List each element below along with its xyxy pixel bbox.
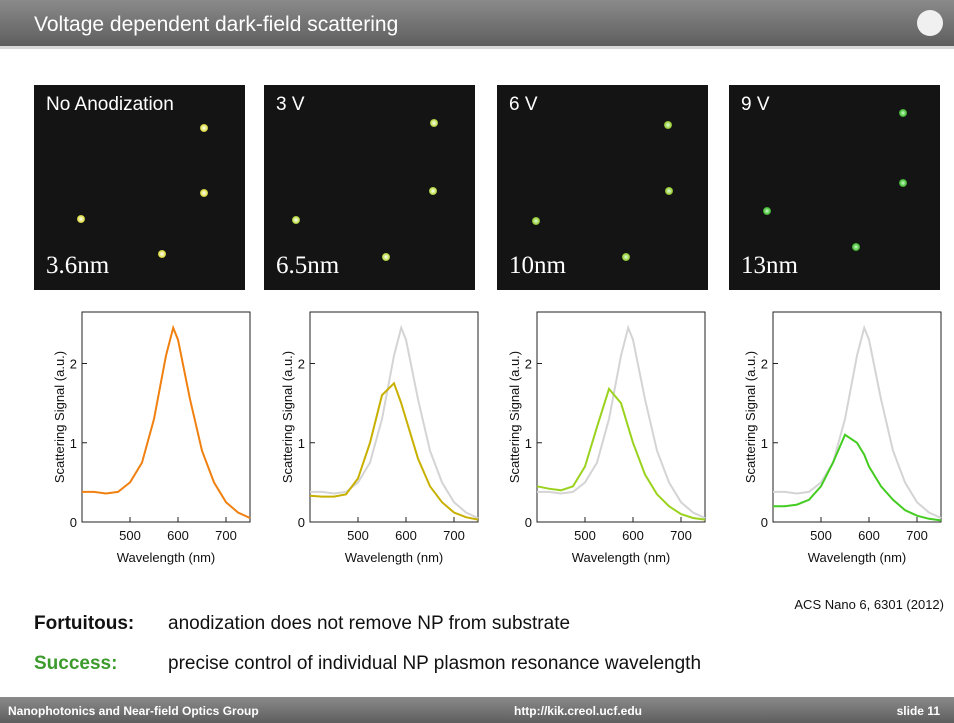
image-thickness: 3.6nm <box>46 252 110 279</box>
particle <box>899 179 907 187</box>
particle <box>664 121 672 129</box>
note-label: Success: <box>34 653 117 674</box>
dark-field-image: No Anodization 3.6nm <box>34 85 245 290</box>
plot-frame <box>772 311 942 523</box>
x-tick-label: 600 <box>858 528 880 543</box>
particle <box>430 119 438 127</box>
particle <box>852 243 860 251</box>
header-rule <box>0 46 954 49</box>
particle <box>292 216 300 224</box>
y-tick-label: 2 <box>761 357 768 372</box>
particle <box>532 217 540 225</box>
x-axis-label: Wavelength (nm) <box>808 550 907 565</box>
logo <box>917 10 943 36</box>
particle <box>429 187 437 195</box>
slide-title: Voltage dependent dark-field scattering <box>34 13 398 36</box>
plot-frame <box>81 311 251 523</box>
x-axis-label: Wavelength (nm) <box>572 550 671 565</box>
y-tick-label: 1 <box>70 436 77 451</box>
citation: ACS Nano 6, 6301 (2012) <box>794 597 944 612</box>
x-tick-label: 600 <box>622 528 644 543</box>
y-tick-label: 1 <box>525 436 532 451</box>
dark-field-image: 3 V 6.5nm <box>264 85 475 290</box>
particle <box>622 253 630 261</box>
y-tick-label: 0 <box>761 515 768 530</box>
x-tick-label: 700 <box>670 528 692 543</box>
x-axis-label: Wavelength (nm) <box>117 550 216 565</box>
image-label: 3 V <box>276 94 305 115</box>
y-tick-label: 0 <box>525 515 532 530</box>
y-axis-label: Scattering Signal (a.u.) <box>507 351 522 483</box>
y-tick-label: 2 <box>525 357 532 372</box>
x-tick-label: 500 <box>810 528 832 543</box>
spectrum-line <box>773 433 942 522</box>
spectrum-line <box>773 324 942 519</box>
y-axis-label: Scattering Signal (a.u.) <box>743 351 758 483</box>
image-thickness: 6.5nm <box>276 252 340 279</box>
particle <box>763 207 771 215</box>
x-axis-label: Wavelength (nm) <box>345 550 444 565</box>
spectrum-line <box>82 324 251 519</box>
particle <box>200 124 208 132</box>
note-text: anodization does not remove NP from subs… <box>168 613 570 634</box>
x-tick-label: 700 <box>215 528 237 543</box>
image-label: 9 V <box>741 94 770 115</box>
footer-bar <box>0 697 954 723</box>
header-bar <box>0 0 954 46</box>
y-tick-label: 0 <box>298 515 305 530</box>
x-tick-label: 600 <box>167 528 189 543</box>
y-tick-label: 1 <box>761 436 768 451</box>
note-label: Fortuitous: <box>34 613 134 634</box>
spectrum-line <box>310 324 479 519</box>
x-tick-label: 500 <box>574 528 596 543</box>
spectrum-line <box>309 381 479 521</box>
dark-field-image: 6 V 10nm <box>497 85 708 290</box>
dark-field-image: 9 V 13nm <box>729 85 940 290</box>
y-axis-label: Scattering Signal (a.u.) <box>52 351 67 483</box>
image-label: No Anodization <box>46 94 174 115</box>
footer-group: Nanophotonics and Near-field Optics Grou… <box>8 704 259 718</box>
y-axis-label: Scattering Signal (a.u.) <box>280 351 295 483</box>
spectrum-line <box>537 324 706 519</box>
y-tick-label: 0 <box>70 515 77 530</box>
image-thickness: 10nm <box>509 252 566 279</box>
x-tick-label: 500 <box>119 528 141 543</box>
footer-url: http://kik.creol.ucf.edu <box>514 704 642 718</box>
particle <box>899 109 907 117</box>
particle <box>665 187 673 195</box>
image-label: 6 V <box>509 94 538 115</box>
x-tick-label: 700 <box>443 528 465 543</box>
y-tick-label: 2 <box>298 357 305 372</box>
note-text: precise control of individual NP plasmon… <box>168 653 701 674</box>
image-thickness: 13nm <box>741 252 798 279</box>
x-tick-label: 700 <box>906 528 928 543</box>
x-tick-label: 600 <box>395 528 417 543</box>
spectrum-line <box>536 386 706 521</box>
plot-frame <box>536 311 706 523</box>
footer-slide: slide 11 <box>897 704 941 718</box>
y-tick-label: 2 <box>70 357 77 372</box>
particle <box>382 253 390 261</box>
particle <box>158 250 166 258</box>
plot-frame <box>309 311 479 523</box>
particle <box>200 189 208 197</box>
x-tick-label: 500 <box>347 528 369 543</box>
y-tick-label: 1 <box>298 436 305 451</box>
particle <box>77 215 85 223</box>
